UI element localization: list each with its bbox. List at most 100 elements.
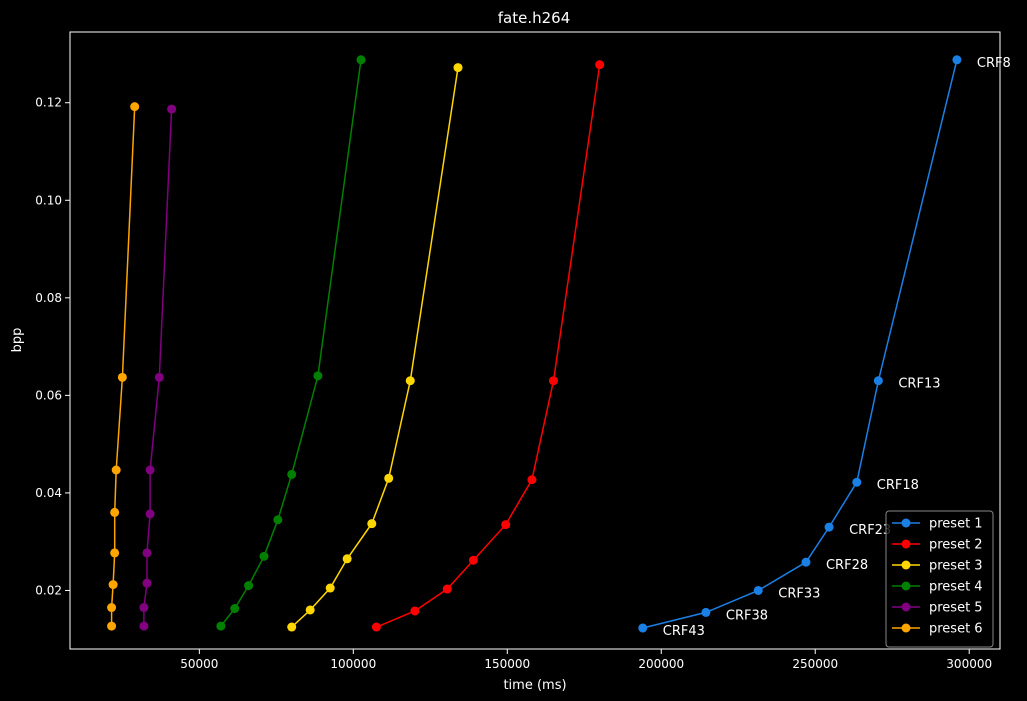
data-point <box>230 604 240 614</box>
legend-item: preset 5 <box>892 601 983 616</box>
data-point <box>501 520 511 530</box>
data-point <box>216 621 226 631</box>
data-point <box>701 607 711 617</box>
data-point <box>117 372 127 382</box>
data-point <box>801 557 811 567</box>
series-2 <box>371 60 605 632</box>
data-point <box>108 580 118 590</box>
legend-label: preset 4 <box>929 580 983 595</box>
data-point <box>384 473 394 483</box>
data-point <box>873 376 883 386</box>
y-axis: 0.02 0.04 0.06 0.08 0.10 0.12 <box>35 96 70 597</box>
data-point <box>313 371 323 381</box>
data-point <box>142 578 152 588</box>
series-layer <box>107 55 962 633</box>
data-point <box>356 55 366 65</box>
legend-marker <box>901 623 911 633</box>
data-point <box>142 548 152 558</box>
legend-marker <box>901 539 911 549</box>
legend: preset 1 preset 2 preset 3 preset 4 preset 5… <box>885 510 994 648</box>
data-point <box>110 507 120 517</box>
crf-annotation: CRF23 <box>849 523 891 538</box>
data-point <box>824 522 834 532</box>
legend-label: preset 5 <box>929 601 983 616</box>
y-tick-label: 0.04 <box>35 486 62 500</box>
legend-label: preset 1 <box>929 517 983 532</box>
x-axis-label: time (ms) <box>503 678 566 693</box>
data-point <box>638 623 648 633</box>
data-point <box>107 621 117 631</box>
series-line <box>642 59 958 629</box>
data-point <box>139 621 149 631</box>
y-tick-label: 0.02 <box>35 583 62 597</box>
annotation-layer: CRF43 CRF38 CRF33 CRF28 CRF23 CRF18 CRF13 CRF8 <box>663 56 1011 639</box>
legend-marker <box>901 581 911 591</box>
data-point <box>130 102 140 112</box>
crf-annotation: CRF8 <box>977 56 1011 71</box>
chart-title: fate.h264 <box>498 9 571 27</box>
y-axis-label: bpp <box>10 328 25 353</box>
series-5 <box>139 104 177 631</box>
series-6 <box>107 102 140 631</box>
legend-label: preset 2 <box>929 538 983 553</box>
legend-item: preset 1 <box>892 517 983 532</box>
crf-annotation: CRF18 <box>877 478 919 493</box>
x-tick-label: 100000 <box>330 657 376 671</box>
data-point <box>367 519 377 529</box>
legend-marker <box>901 518 911 528</box>
data-point <box>259 551 269 561</box>
crf-annotation: CRF13 <box>898 377 940 392</box>
x-tick-label: 250000 <box>792 657 838 671</box>
data-point <box>287 622 297 632</box>
x-tick-label: 200000 <box>638 657 684 671</box>
legend-item: preset 3 <box>892 559 983 574</box>
data-point <box>273 515 283 525</box>
crf-annotation: CRF38 <box>726 608 768 623</box>
legend-marker <box>901 602 911 612</box>
data-point <box>287 469 297 479</box>
data-point <box>145 465 155 475</box>
crf-annotation: CRF28 <box>826 558 868 573</box>
x-tick-label: 150000 <box>484 657 530 671</box>
series-4 <box>216 55 366 631</box>
series-line <box>291 67 459 628</box>
series-1 <box>638 55 962 633</box>
legend-label: preset 6 <box>929 622 983 637</box>
y-tick-label: 0.06 <box>35 388 62 402</box>
crf-annotation: CRF33 <box>778 586 820 601</box>
legend-box <box>885 510 994 648</box>
data-point <box>371 622 381 632</box>
data-point <box>110 548 120 558</box>
data-point <box>595 60 605 70</box>
legend-marker <box>901 560 911 570</box>
data-point <box>548 376 558 386</box>
legend-label: preset 3 <box>929 559 983 574</box>
data-point <box>325 583 335 593</box>
data-point <box>139 603 149 613</box>
legend-item: preset 4 <box>892 580 983 595</box>
data-point <box>107 603 117 613</box>
legend-item: preset 6 <box>892 622 983 637</box>
y-tick-label: 0.12 <box>35 96 62 110</box>
y-tick-label: 0.10 <box>35 193 62 207</box>
data-point <box>244 581 254 591</box>
legend-item: preset 2 <box>892 538 983 553</box>
data-point <box>852 477 862 487</box>
y-tick-label: 0.08 <box>35 291 62 305</box>
x-tick-label: 50000 <box>180 657 218 671</box>
data-point <box>952 55 962 65</box>
data-point <box>111 465 121 475</box>
series-line <box>376 64 601 628</box>
data-point <box>442 584 452 594</box>
data-point <box>167 104 177 114</box>
data-point <box>405 376 415 386</box>
data-point <box>410 606 420 616</box>
data-point <box>453 63 463 73</box>
data-point <box>154 372 164 382</box>
series-3 <box>287 63 463 632</box>
data-point <box>145 509 155 519</box>
data-point <box>305 605 315 615</box>
data-point <box>527 475 537 485</box>
x-tick-label: 300000 <box>946 657 992 671</box>
